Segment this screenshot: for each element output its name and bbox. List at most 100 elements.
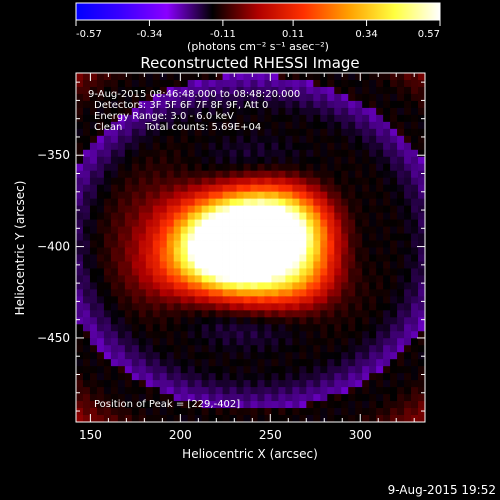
heatmap-cell: [138, 79, 147, 88]
heatmap-cell: [327, 415, 335, 422]
heatmap-cell: [145, 114, 154, 123]
heatmap-cell: [355, 345, 363, 353]
heatmap-cell: [285, 366, 293, 374]
heatmap-cell: [166, 387, 175, 395]
heatmap-cell: [320, 359, 328, 367]
heatmap-cell: [222, 86, 230, 95]
heatmap-cell: [355, 219, 363, 227]
heatmap-cell: [103, 198, 112, 207]
heatmap-cell: [208, 156, 216, 165]
heatmap-cell: [222, 149, 230, 158]
heatmap-cell: [264, 184, 272, 193]
heatmap-cell: [278, 380, 286, 388]
heatmap-cell: [173, 380, 182, 388]
heatmap-cell: [348, 226, 356, 234]
heatmap-cell: [320, 156, 328, 165]
heatmap-cell: [159, 338, 168, 346]
heatmap-cell: [348, 212, 356, 220]
heatmap-cell: [236, 156, 244, 165]
heatmap-cell: [194, 121, 203, 130]
heatmap-cell: [313, 401, 321, 409]
heatmap-cell: [411, 142, 419, 151]
heatmap-cell: [418, 121, 425, 130]
heatmap-cell: [369, 163, 377, 172]
heatmap-cell: [110, 289, 119, 297]
heatmap-cell: [103, 240, 112, 248]
heatmap-cell: [201, 114, 210, 123]
heatmap-cell: [152, 156, 161, 165]
heatmap-cell: [180, 261, 189, 269]
heatmap-cell: [138, 184, 147, 193]
heatmap-cell: [103, 289, 112, 297]
heatmap-cell: [383, 156, 391, 165]
heatmap-cell: [96, 394, 105, 402]
heatmap-cell: [89, 282, 98, 290]
heatmap-cell: [278, 415, 286, 422]
heatmap-cell: [243, 114, 251, 123]
heatmap-cell: [145, 345, 154, 353]
heatmap-cell: [89, 380, 98, 388]
heatmap-cell: [208, 73, 216, 81]
heatmap-cell: [180, 177, 189, 186]
heatmap-cell: [404, 226, 412, 234]
heatmap-cell: [152, 401, 161, 409]
heatmap-cell: [257, 212, 265, 220]
heatmap-cell: [334, 317, 342, 325]
heatmap-cell: [376, 296, 384, 304]
heatmap-cell: [229, 107, 237, 116]
heatmap-cell: [404, 310, 412, 318]
heatmap-cell: [76, 254, 84, 262]
heatmap-cell: [124, 142, 133, 151]
heatmap-cell: [82, 373, 91, 381]
heatmap-cell: [285, 282, 293, 290]
heatmap-cell: [180, 233, 189, 241]
heatmap-cell: [369, 310, 377, 318]
heatmap-cell: [89, 212, 98, 220]
heatmap-cell: [145, 170, 154, 179]
heatmap-cell: [306, 79, 314, 88]
heatmap-cell: [292, 191, 300, 200]
heatmap-cell: [418, 387, 425, 395]
heatmap-cell: [138, 380, 147, 388]
heatmap-cell: [334, 275, 342, 283]
heatmap-cell: [376, 317, 384, 325]
heatmap-cell: [383, 121, 391, 130]
heatmap-cell: [264, 324, 272, 332]
heatmap-cell: [327, 282, 335, 290]
heatmap-cell: [355, 107, 363, 116]
heatmap-cell: [194, 317, 203, 325]
heatmap-cell: [124, 296, 133, 304]
heatmap-cell: [103, 233, 112, 241]
heatmap-cell: [292, 163, 300, 172]
heatmap-cell: [404, 275, 412, 283]
heatmap-cell: [257, 289, 265, 297]
heatmap-cell: [250, 198, 258, 207]
heatmap-cell: [404, 387, 412, 395]
heatmap-cell: [313, 205, 321, 213]
heatmap-cell: [299, 149, 307, 158]
heatmap-cell: [82, 296, 91, 304]
heatmap-cell: [271, 282, 279, 290]
heatmap-cell: [285, 324, 293, 332]
heatmap-cell: [229, 296, 237, 304]
heatmap-cell: [243, 163, 251, 172]
heatmap-cell: [320, 212, 328, 220]
heatmap-cell: [285, 170, 293, 179]
heatmap-cell: [145, 107, 154, 116]
heatmap-cell: [229, 177, 237, 186]
heatmap-cell: [362, 114, 370, 123]
heatmap-cell: [271, 156, 279, 165]
heatmap-cell: [222, 79, 230, 88]
heatmap-cell: [264, 114, 272, 123]
heatmap-cell: [180, 317, 189, 325]
heatmap-cell: [278, 170, 286, 179]
heatmap-cell: [194, 254, 203, 262]
heatmap-cell: [145, 121, 154, 130]
heatmap-cell: [152, 380, 161, 388]
heatmap-cell: [236, 114, 244, 123]
heatmap-cell: [327, 212, 335, 220]
heatmap-cell: [362, 233, 370, 241]
heatmap-cell: [152, 93, 161, 102]
heatmap-cell: [124, 338, 133, 346]
heatmap-cell: [152, 100, 161, 109]
